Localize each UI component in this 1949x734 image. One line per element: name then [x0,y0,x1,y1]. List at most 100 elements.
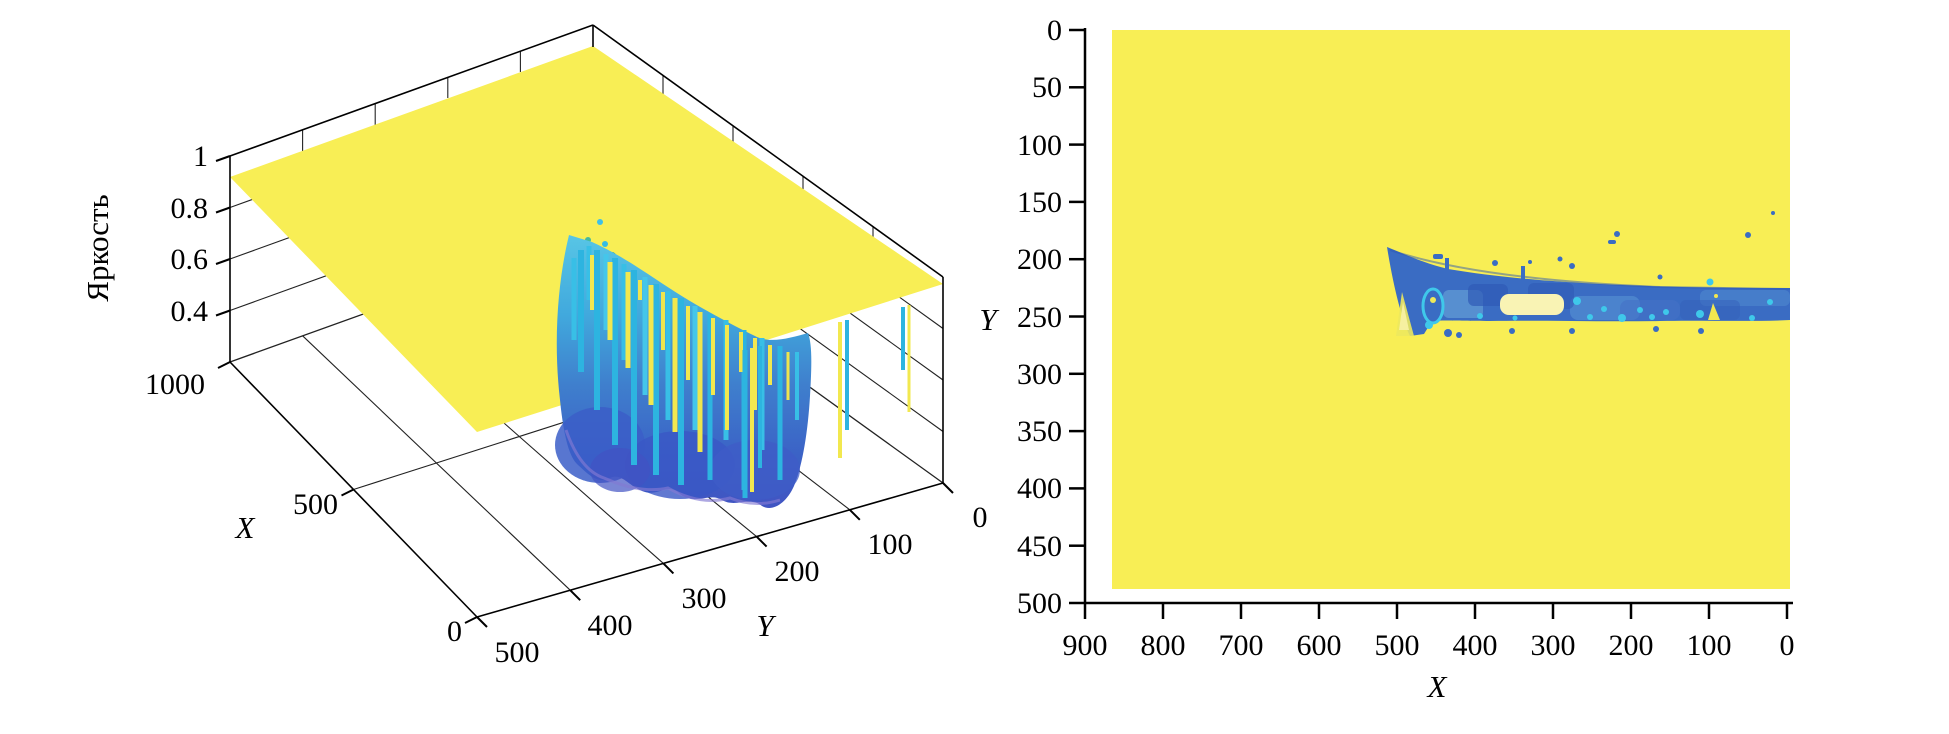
speckle [1767,299,1773,305]
axis-ticks-3d [215,155,954,628]
speckle [1706,278,1714,286]
stern-yellow-dot [1714,294,1718,298]
y-tick [476,616,488,628]
deck-dot [1771,211,1775,215]
dot [1509,328,1515,334]
ship-silhouette [1387,211,1791,338]
deck-dot [1614,231,1620,237]
x-tick-label-2d: 600 [1297,629,1342,662]
y-tick [755,535,768,548]
z-tick [215,155,231,162]
bow-cyan-blob [1425,321,1433,329]
deck-shading [1389,249,1791,290]
y-tick-label-2d: 100 [1017,129,1062,162]
deck-dot [1657,274,1663,280]
dot [1444,329,1452,337]
dot [1569,328,1575,334]
z-tick-label: 1 [193,140,208,173]
speckle [1749,315,1755,321]
mast [1445,258,1449,270]
x-tick-label-3d: 500 [293,488,338,521]
hull-patch-light [1620,300,1680,320]
speckle [602,241,608,247]
y-axis-title-2d: Y [979,302,999,337]
y-tick-label-3d: 400 [588,609,633,642]
speckle [1637,307,1643,313]
surface-plot-3d: 1 0.8 0.6 0.4 Яркость 1000 500 0 X 500 4… [80,24,988,669]
dark-patch [710,440,800,500]
deck-mark [1433,254,1443,259]
y-tick-label-2d: 400 [1017,472,1062,505]
x-tick-label-3d: 1000 [145,368,205,401]
y-tick-label-3d: 100 [868,528,913,561]
y-tick-label-3d: 500 [495,636,540,669]
y-axis-line-3d [476,482,944,618]
z-tick-label: 0.4 [171,295,209,328]
depression-purple-fringe [564,429,781,505]
x-tick-label-3d: 0 [447,615,462,648]
x-tick-label-2d: 200 [1609,629,1654,662]
z-tick-label: 0.6 [171,243,209,276]
x-tick [341,488,354,497]
speckle [1573,297,1581,305]
hull-patch-dark [1680,300,1740,320]
y-tick [942,482,954,494]
dot [1456,332,1462,338]
deck-dot [1492,260,1498,266]
deck-dot [1557,256,1563,262]
stern-yellow-spot [1708,303,1720,320]
x-tick [464,616,478,624]
below-hull-dots [1444,326,1704,338]
x-tick-label-2d: 700 [1219,629,1264,662]
depression-streaks-yellow [590,255,790,452]
hull-cyan-speckles [1477,278,1773,322]
dot [1653,326,1659,332]
y-tick-label-3d: 0 [973,501,988,534]
y-axis-title-3d: Y [756,608,776,643]
box-edge [592,24,944,278]
box-edge [229,24,594,157]
bow-crane-ring [1421,287,1445,325]
dot [1698,328,1704,334]
hull-patch-dark [1468,284,1508,306]
deck-dot [1569,263,1575,269]
bow-crane-dot [1430,297,1436,303]
z-tick [215,309,231,317]
speckle [1477,313,1483,319]
y-tick-label-2d: 450 [1017,530,1062,563]
z-axis-title: Яркость [80,194,115,301]
deck-dot [1528,260,1532,264]
hanging-spikes [742,305,911,498]
speckle [1649,314,1655,320]
deck-mark [1608,240,1616,244]
y-tick-label-2d: 300 [1017,358,1062,391]
y-tick [569,589,581,601]
x-axis-title-2d: X [1426,669,1448,704]
above-deck-marks [1433,211,1775,280]
x-tick [217,361,231,369]
speckle [1696,310,1704,318]
x-tick-label-2d: 400 [1453,629,1498,662]
x-tick-label-2d: 800 [1141,629,1186,662]
y-tick-label-2d: 200 [1017,243,1062,276]
speckle [1601,306,1607,312]
mast [1521,266,1525,280]
x-axis-title-3d: X [234,510,256,545]
bow-notch-core [1399,302,1409,330]
y-tick-label-2d: 250 [1017,301,1062,334]
x-tick-label-2d: 100 [1687,629,1732,662]
y-tick-label-2d: 500 [1017,587,1062,620]
speckle [1618,314,1626,322]
speckle [1663,309,1669,315]
speckle [1512,315,1518,321]
heatmap-plot-2d: 0 50 100 150 200 250 300 350 400 450 500… [979,14,1794,704]
x-tick-label-2d: 0 [1780,629,1795,662]
x-tick-label-2d: 300 [1531,629,1576,662]
y-tick-label-3d: 300 [682,582,727,615]
x-tick-label-2d: 900 [1063,629,1108,662]
y-tick-label-2d: 150 [1017,186,1062,219]
y-tick [849,509,861,521]
y-tick [662,562,675,575]
